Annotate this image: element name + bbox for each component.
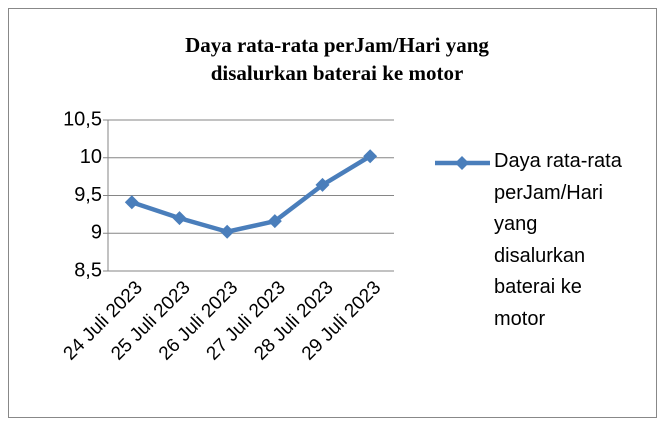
series-line	[131, 154, 372, 235]
chart-title: Daya rata-rata perJam/Hari yang disalurka…	[185, 33, 489, 85]
y-tick-label: 10	[80, 146, 102, 168]
point	[220, 224, 235, 239]
point	[172, 211, 187, 226]
point	[267, 214, 282, 229]
y-tick-label: 8,5	[74, 259, 102, 281]
point	[363, 149, 378, 164]
legend-label: Daya rata-rata perJam/Hari yang disalurk…	[494, 150, 622, 330]
point	[124, 195, 139, 210]
legend-marker	[455, 156, 469, 170]
chart-border	[8, 8, 657, 418]
y-tick-label: 9	[91, 222, 102, 244]
point	[315, 177, 330, 192]
y-tick-label: 10,5	[63, 108, 102, 130]
y-tick-label: 9,5	[74, 184, 102, 206]
